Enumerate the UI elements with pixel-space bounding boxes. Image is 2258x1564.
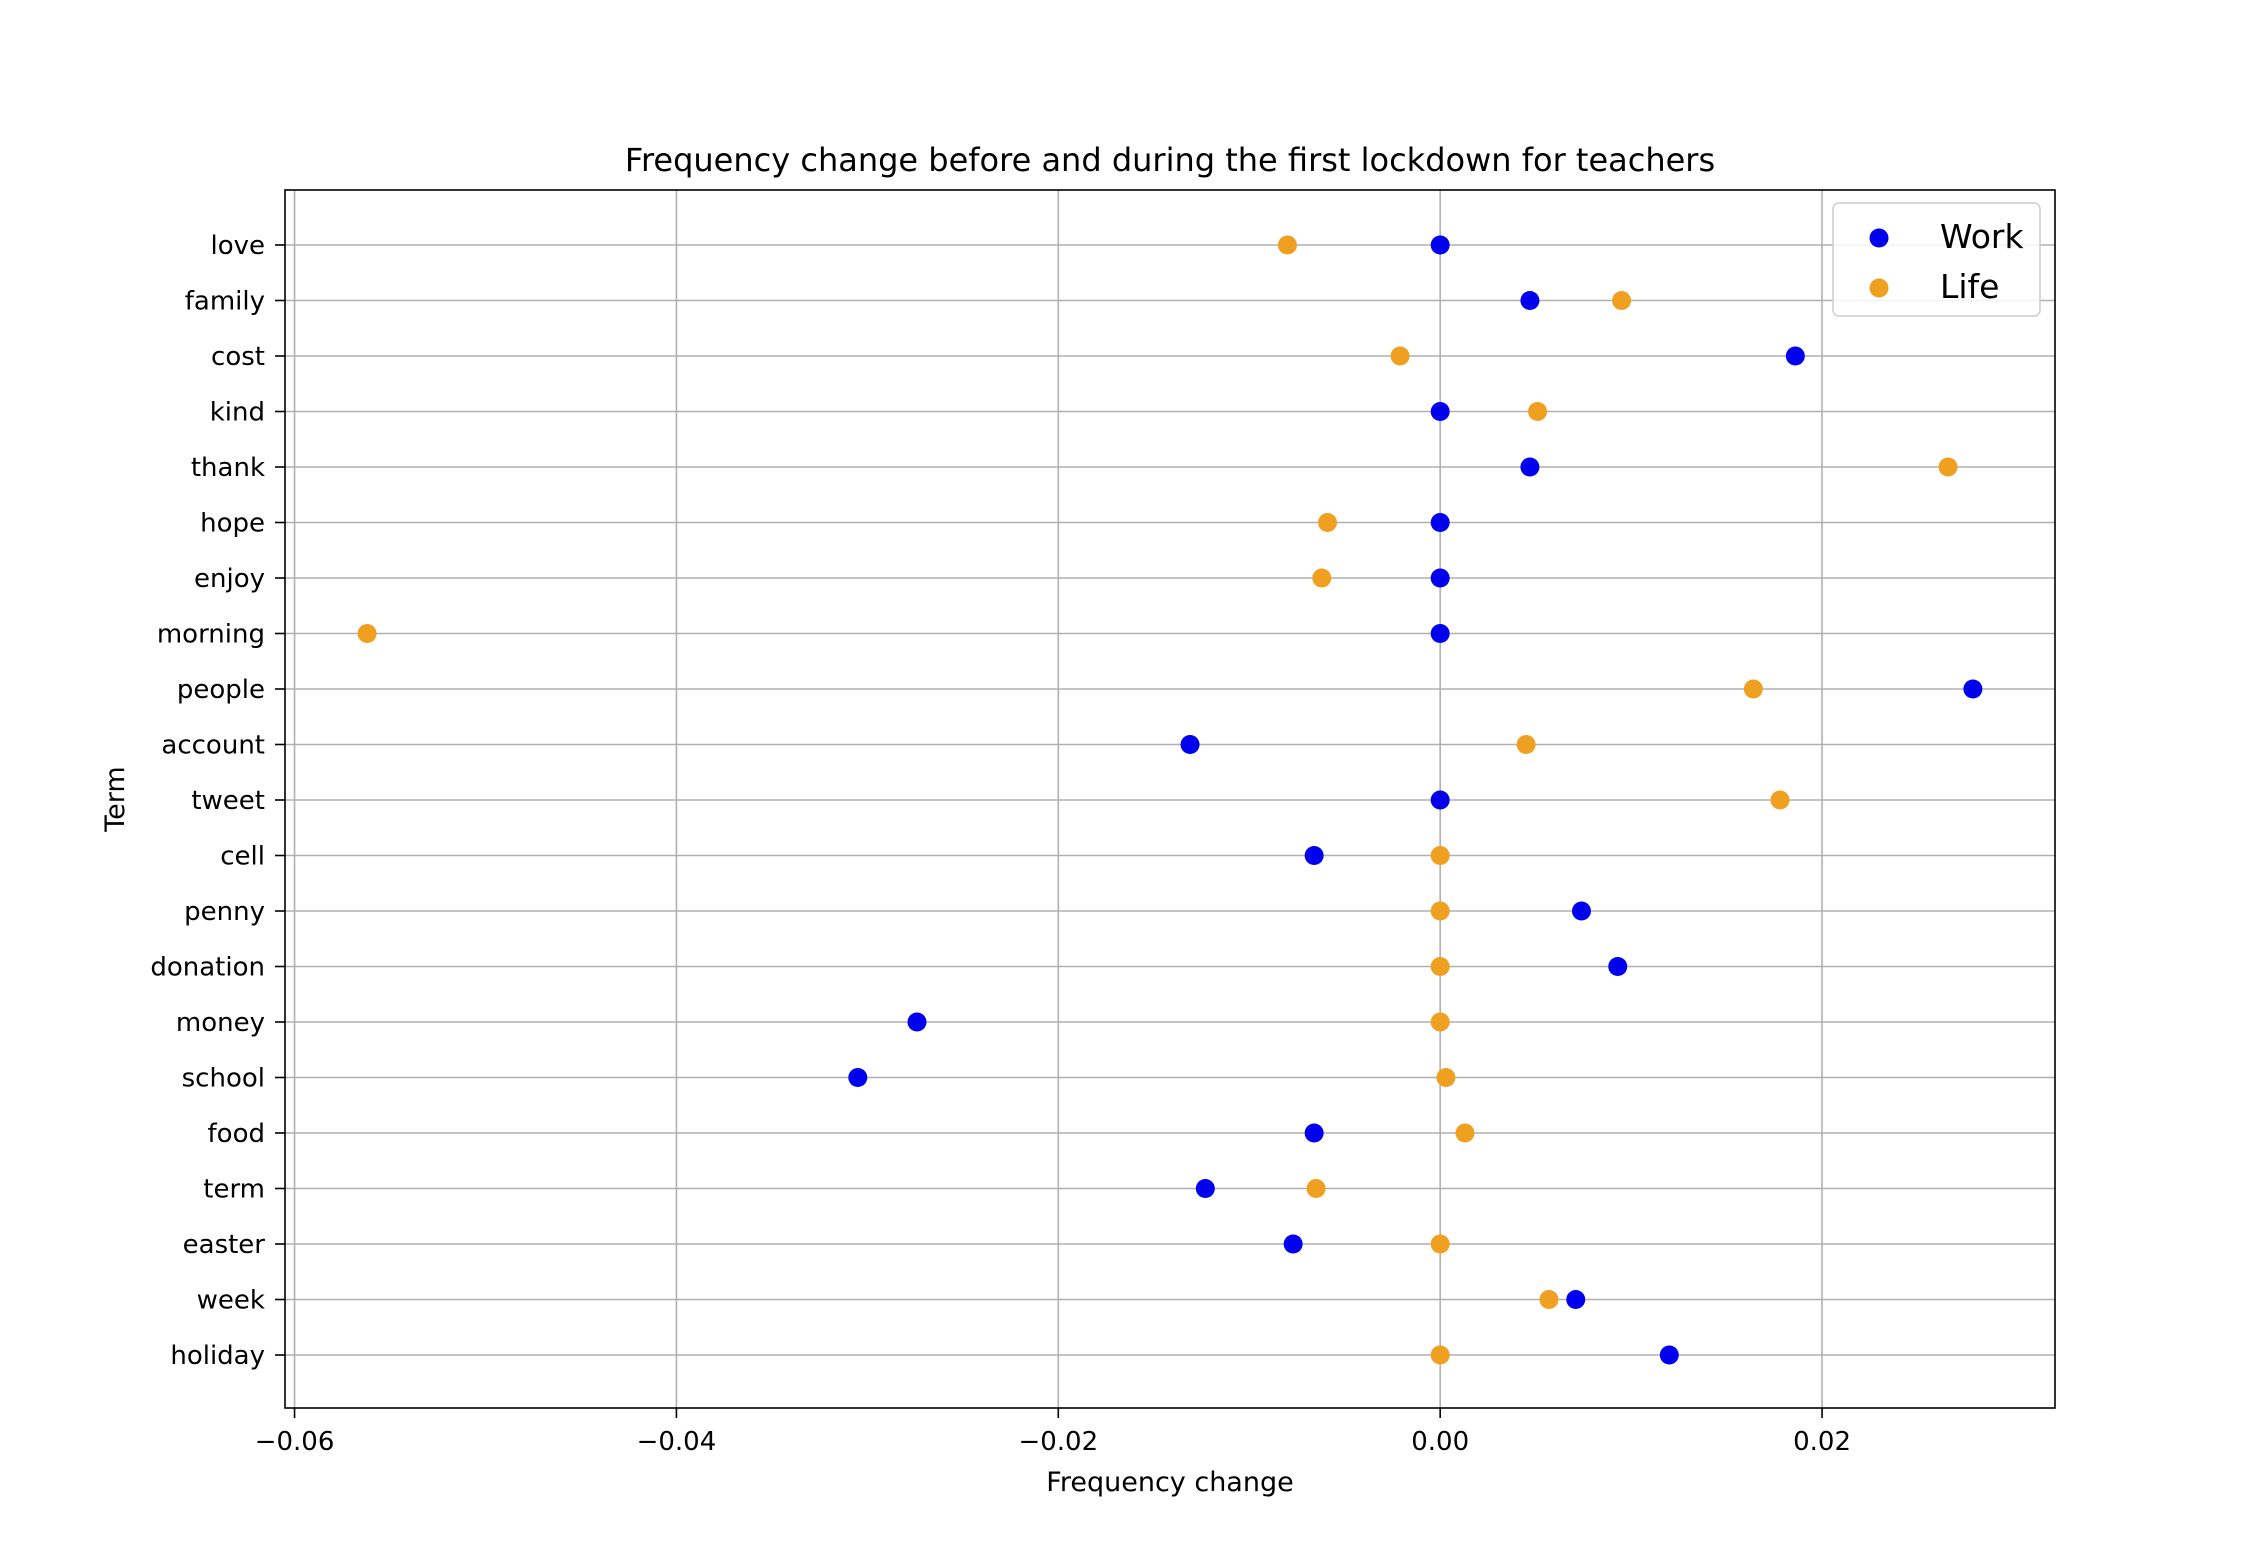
- point-work-love: [1430, 235, 1450, 255]
- y-tick-label-cell: cell: [220, 842, 265, 872]
- y-tick-label-money: money: [176, 1008, 265, 1038]
- point-work-money: [907, 1012, 927, 1032]
- point-life-people: [1743, 679, 1763, 699]
- point-work-people: [1963, 679, 1983, 699]
- point-work-hope: [1430, 513, 1450, 532]
- x-tick-label: 0.02: [1793, 1427, 1851, 1457]
- point-life-food: [1455, 1123, 1475, 1143]
- point-life-cell: [1430, 846, 1450, 865]
- point-work-enjoy: [1430, 568, 1450, 588]
- y-tick-label-cost: cost: [211, 342, 265, 372]
- point-work-holiday: [1659, 1345, 1679, 1365]
- y-tick-label-penny: penny: [184, 897, 265, 927]
- y-tick-label-kind: kind: [210, 398, 265, 428]
- point-life-enjoy: [1312, 568, 1332, 588]
- x-tick-label: 0.00: [1411, 1427, 1469, 1457]
- axis-ticks: −0.06 −0.04 −0.02 0.00 0.02 love family cost kin…: [150, 231, 1851, 1457]
- data-points: [357, 235, 1983, 1365]
- point-work-week: [1566, 1290, 1586, 1309]
- x-tick-label: −0.06: [255, 1427, 335, 1457]
- point-life-term: [1306, 1179, 1326, 1198]
- point-life-money: [1430, 1012, 1450, 1032]
- point-life-morning: [357, 624, 377, 643]
- point-work-easter: [1283, 1234, 1303, 1254]
- point-life-account: [1516, 735, 1536, 754]
- point-work-penny: [1571, 901, 1591, 921]
- y-tick-label-people: people: [177, 675, 265, 705]
- point-work-donation: [1608, 957, 1628, 976]
- point-life-family: [1612, 291, 1632, 310]
- y-tick-label-enjoy: enjoy: [194, 564, 265, 594]
- legend-marker-life: [1869, 278, 1889, 298]
- y-tick-label-holiday: holiday: [170, 1341, 265, 1371]
- x-tick-label: −0.02: [1018, 1427, 1098, 1457]
- y-tick-label-love: love: [210, 231, 265, 261]
- point-work-account: [1180, 735, 1200, 754]
- y-tick-label-term: term: [203, 1175, 265, 1205]
- point-work-term: [1195, 1179, 1215, 1198]
- legend: Work Life: [1832, 202, 2041, 317]
- y-axis-label: Term: [100, 766, 131, 832]
- point-work-family: [1520, 291, 1540, 310]
- legend-marker-work: [1869, 228, 1889, 248]
- y-tick-label-week: week: [197, 1286, 265, 1316]
- y-tick-label-easter: easter: [183, 1230, 266, 1260]
- point-work-food: [1304, 1123, 1324, 1143]
- point-life-holiday: [1430, 1345, 1450, 1365]
- point-life-easter: [1430, 1234, 1450, 1254]
- y-tick-label-account: account: [161, 731, 265, 761]
- y-tick-label-food: food: [208, 1119, 265, 1149]
- point-life-week: [1539, 1290, 1559, 1309]
- x-tick-label: −0.04: [637, 1427, 717, 1457]
- point-life-school: [1436, 1068, 1456, 1087]
- point-life-cost: [1390, 346, 1410, 366]
- point-life-love: [1277, 235, 1297, 255]
- y-tick-label-donation: donation: [150, 953, 265, 983]
- y-tick-label-family: family: [185, 287, 265, 317]
- point-life-tweet: [1770, 790, 1790, 810]
- legend-label-life: Life: [1940, 267, 1999, 306]
- grid: [285, 190, 2055, 1408]
- point-work-tweet: [1430, 790, 1450, 810]
- point-work-school: [848, 1068, 868, 1087]
- y-tick-label-thank: thank: [191, 453, 265, 483]
- point-work-morning: [1430, 624, 1450, 643]
- chart-title: Frequency change before and during the f…: [625, 141, 1715, 179]
- y-tick-label-hope: hope: [200, 509, 265, 539]
- point-life-kind: [1528, 402, 1548, 421]
- y-tick-label-school: school: [182, 1064, 265, 1094]
- x-axis-label: Frequency change: [1046, 1467, 1293, 1498]
- legend-label-work: Work: [1940, 217, 2024, 256]
- point-work-thank: [1520, 457, 1540, 477]
- point-life-thank: [1938, 457, 1958, 477]
- point-work-cost: [1785, 346, 1805, 366]
- point-life-penny: [1430, 901, 1450, 921]
- y-tick-label-morning: morning: [157, 620, 265, 650]
- point-life-donation: [1430, 957, 1450, 976]
- y-tick-label-tweet: tweet: [191, 786, 265, 816]
- point-life-hope: [1318, 513, 1338, 532]
- plot-frame: [284, 189, 2056, 1409]
- point-work-kind: [1430, 402, 1450, 421]
- point-work-cell: [1304, 846, 1324, 865]
